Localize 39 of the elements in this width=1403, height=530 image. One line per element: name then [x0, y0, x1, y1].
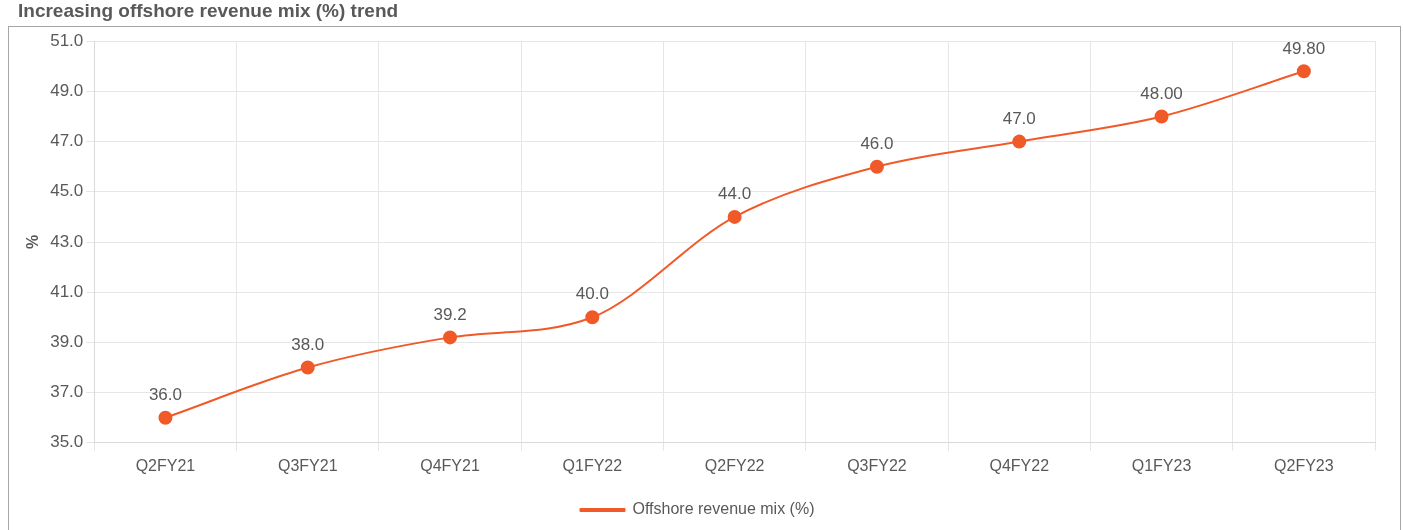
x-tick-label: Q2FY21 — [135, 456, 196, 474]
x-tick-label: Q2FY23 — [1274, 456, 1334, 474]
data-label: 39.2 — [433, 304, 467, 324]
point — [443, 330, 458, 345]
data-label: 44.0 — [718, 184, 752, 204]
point — [300, 360, 315, 375]
data-label: 48.00 — [1140, 83, 1183, 103]
point — [1154, 109, 1169, 124]
point — [1012, 134, 1027, 149]
y-tick-label: 51.0 — [50, 30, 84, 50]
y-tick-label: 47.0 — [50, 131, 84, 151]
y-tick-label: 41.0 — [50, 281, 84, 301]
y-tick-label: 35.0 — [50, 432, 84, 452]
y-axis-title: % — [24, 234, 42, 250]
y-tick-label: 43.0 — [50, 231, 84, 251]
x-tick-label: Q3FY21 — [277, 456, 338, 474]
x-tick-label: Q4FY22 — [989, 456, 1050, 474]
chart-title: Increasing offshore revenue mix (%) trend — [18, 0, 399, 22]
data-label: 38.0 — [291, 334, 325, 354]
data-label: 49.80 — [1282, 38, 1326, 58]
x-tick-label: Q4FY21 — [420, 456, 480, 474]
x-tick-label: Q1FY23 — [1131, 456, 1192, 474]
point — [727, 209, 742, 224]
data-label: 46.0 — [860, 133, 894, 153]
data-label: 47.0 — [1002, 108, 1036, 128]
y-tick-label: 49.0 — [50, 81, 84, 101]
x-tick-label: Q3FY22 — [847, 456, 907, 474]
y-tick-label: 37.0 — [50, 382, 84, 402]
point — [869, 159, 884, 174]
x-tick-label: Q1FY22 — [562, 456, 623, 474]
data-label: 40.0 — [575, 284, 609, 304]
data-label: 36.0 — [148, 384, 182, 404]
x-tick-label: Q2FY22 — [704, 456, 765, 474]
y-tick-label: 39.0 — [50, 332, 84, 352]
legend-label: Offshore revenue mix (%) — [632, 500, 815, 518]
point — [1296, 64, 1311, 79]
y-tick-label: 45.0 — [50, 181, 84, 201]
point — [158, 410, 173, 425]
point — [585, 310, 600, 325]
